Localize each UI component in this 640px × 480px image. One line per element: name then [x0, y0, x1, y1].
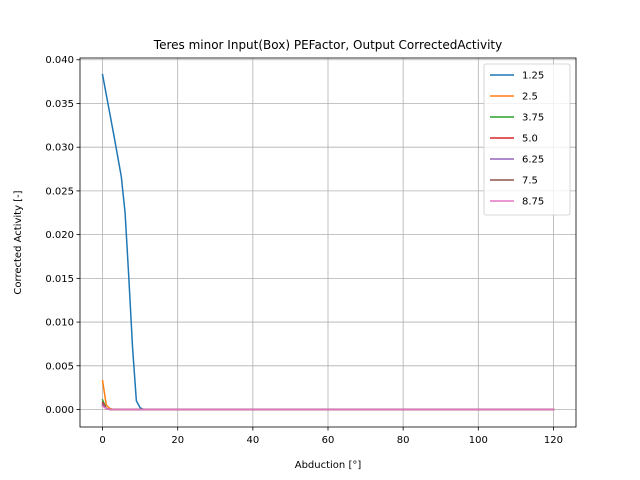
legend-label: 2.5: [522, 92, 538, 103]
y-tick-label: 0.005: [45, 361, 74, 372]
legend-label: 7.5: [522, 176, 538, 187]
legend-label: 3.75: [522, 113, 544, 124]
legend-label: 6.25: [522, 155, 544, 166]
x-tick-label: 60: [322, 435, 335, 446]
y-tick-label: 0.025: [45, 186, 74, 197]
y-tick-label: 0.015: [45, 274, 74, 285]
x-tick-label: 0: [99, 435, 105, 446]
chart-title: Teres minor Input(Box) PEFactor, Output …: [153, 38, 502, 52]
y-tick-label: 0.030: [45, 143, 74, 154]
y-tick-label: 0.010: [45, 318, 74, 329]
x-axis-label: Abduction [°]: [295, 460, 362, 471]
legend: 1.25 2.5 3.75 5.0 6.25 7.5 8.75: [483, 63, 571, 216]
legend-label: 8.75: [522, 197, 544, 208]
x-tick-label: 100: [469, 435, 488, 446]
x-tick-label: 80: [397, 435, 410, 446]
x-tick-label: 40: [246, 435, 259, 446]
legend-box: [483, 63, 571, 216]
legend-label: 5.0: [522, 134, 538, 145]
y-tick-label: 0.040: [45, 55, 74, 66]
series-lines: [101, 73, 555, 411]
x-tick-label: 20: [171, 435, 184, 446]
y-tick-label: 0.000: [45, 405, 74, 416]
x-tick-label: 120: [544, 435, 563, 446]
y-tick-label: 0.020: [45, 230, 74, 241]
axis-ticks: 0 20 40 60 80 100 120 0.000 0.005 0.010 0.015 0.020…: [45, 55, 563, 446]
series-line-8-75: [101, 404, 555, 411]
y-axis-label: Corrected Activity [-]: [13, 190, 24, 294]
y-tick-label: 0.035: [45, 99, 74, 110]
legend-label: 1.25: [522, 71, 544, 82]
